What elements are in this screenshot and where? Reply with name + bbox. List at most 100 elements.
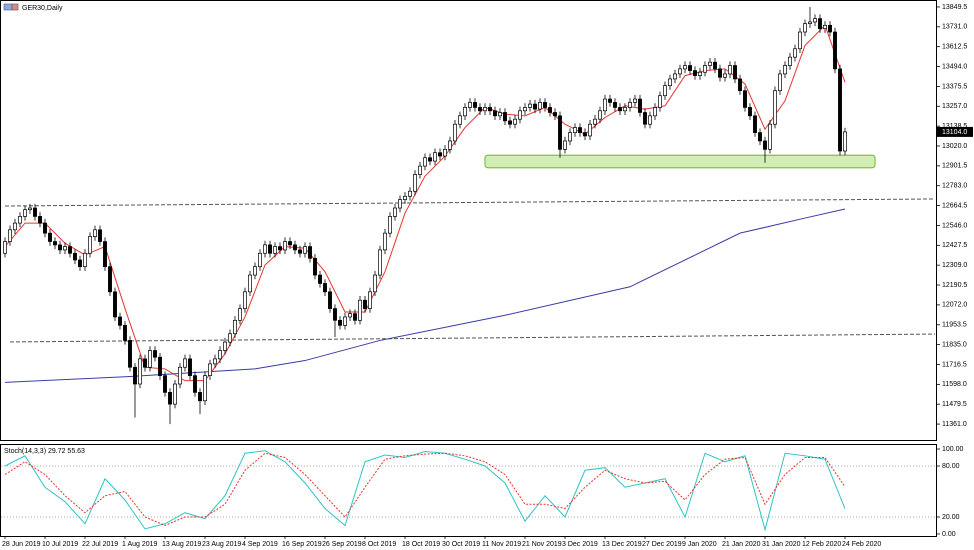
symbol-icon	[3, 3, 13, 11]
y-tick-label: 12309.0	[942, 262, 967, 269]
y-tick-label: 13138.5	[942, 123, 967, 130]
candle-body	[833, 31, 837, 70]
candle-body	[358, 299, 362, 321]
candle-body	[343, 316, 347, 326]
candle-body	[578, 127, 582, 133]
indicator-title: Stoch(14,3,3) 29.72 55.63	[4, 448, 85, 455]
candle-body	[788, 56, 792, 66]
candle-body	[13, 222, 17, 231]
candle-body	[583, 132, 587, 137]
candle-body	[678, 68, 682, 75]
candle-body	[558, 115, 562, 150]
candle-body	[813, 18, 817, 23]
candle-body	[398, 199, 402, 209]
x-tick-label: 3 Dec 2019	[562, 541, 598, 548]
candle-body	[138, 358, 142, 385]
candle-body	[218, 350, 222, 360]
candle-body	[213, 358, 217, 365]
x-tick-label: 4 Sep 2019	[242, 541, 278, 548]
candle-body	[133, 366, 137, 385]
candle-body	[283, 241, 287, 251]
candle-body	[683, 65, 687, 70]
candle-body	[33, 207, 37, 217]
candle-body	[763, 140, 767, 150]
candle-body	[183, 358, 187, 368]
candle-body	[48, 232, 52, 242]
x-tick-label: 10 Jul 2019	[42, 541, 78, 548]
y-tick-label: 13612.5	[942, 44, 967, 51]
candle-body	[208, 363, 212, 376]
candle-body	[83, 252, 87, 268]
candle-body	[473, 102, 477, 108]
candle-body	[418, 165, 422, 175]
candle-body	[188, 358, 192, 376]
candle-body	[318, 274, 322, 284]
candle-body	[603, 98, 607, 112]
stoch-line	[4, 450, 846, 532]
candle-body	[198, 392, 202, 402]
candle-body	[383, 232, 387, 251]
x-tick-label: 13 Aug 2019	[162, 541, 201, 548]
candle-body	[693, 70, 697, 76]
x-tick-label: 21 Jan 2020	[722, 541, 761, 548]
candle-body	[563, 140, 567, 150]
candle-body	[493, 110, 497, 117]
candle-body	[748, 107, 752, 117]
candle-body	[463, 107, 467, 117]
candle-body	[238, 308, 242, 321]
y-tick-label: 12072.0	[942, 302, 967, 309]
candle-body	[308, 246, 312, 259]
candle-body	[713, 61, 717, 70]
candle-body	[428, 157, 432, 162]
candle-body	[718, 68, 722, 78]
candle-body	[688, 65, 692, 71]
candle-body	[423, 157, 427, 167]
candle-body	[453, 123, 457, 142]
candle-body	[633, 98, 637, 103]
candle-body	[438, 152, 442, 157]
candle-body	[278, 246, 282, 251]
candle-body	[738, 78, 742, 92]
candle-body	[328, 291, 332, 309]
candle-body	[728, 65, 732, 75]
candle-body	[93, 229, 97, 237]
moving-average	[4, 208, 846, 383]
candle-body	[758, 132, 762, 142]
candle-body	[63, 246, 67, 251]
candle-body	[538, 102, 542, 110]
candle-body	[228, 333, 232, 343]
candle-body	[723, 73, 727, 78]
x-tick-label: 12 Feb 2020	[802, 541, 841, 548]
candle-body	[253, 266, 257, 276]
x-tick-label: 23 Aug 2019	[202, 541, 241, 548]
candle-body	[753, 115, 757, 133]
x-tick-label: 27 Dec 2019	[642, 541, 682, 548]
current-price-box	[937, 126, 973, 137]
y-tick-label: 13731.0	[942, 24, 967, 31]
support-zone	[484, 154, 876, 169]
candle-body	[113, 291, 117, 318]
candle-body	[313, 257, 317, 276]
trend-line	[9, 333, 936, 343]
candle-body	[843, 131, 847, 152]
candle-body	[518, 110, 522, 120]
candle-body	[143, 358, 147, 368]
candle-body	[433, 152, 437, 162]
candle-body	[123, 324, 127, 341]
x-tick-label: 21 Nov 2019	[522, 541, 562, 548]
candle-body	[613, 102, 617, 108]
y-tick-label: 11716.5	[942, 361, 967, 368]
y-tick-label: 20.00	[942, 514, 960, 521]
x-tick-label: 24 Feb 2020	[842, 541, 881, 548]
candle-body	[263, 244, 267, 254]
candle-body	[88, 236, 92, 254]
y-tick-label: 12783.0	[942, 183, 967, 190]
candle-body	[3, 241, 7, 254]
candle-body	[43, 222, 47, 234]
candle-body	[153, 350, 157, 358]
candle-body	[653, 107, 657, 117]
x-tick-label: 22 Jul 2019	[82, 541, 118, 548]
candle-body	[768, 123, 772, 150]
candle-body	[573, 127, 577, 133]
candle-body	[18, 216, 22, 224]
